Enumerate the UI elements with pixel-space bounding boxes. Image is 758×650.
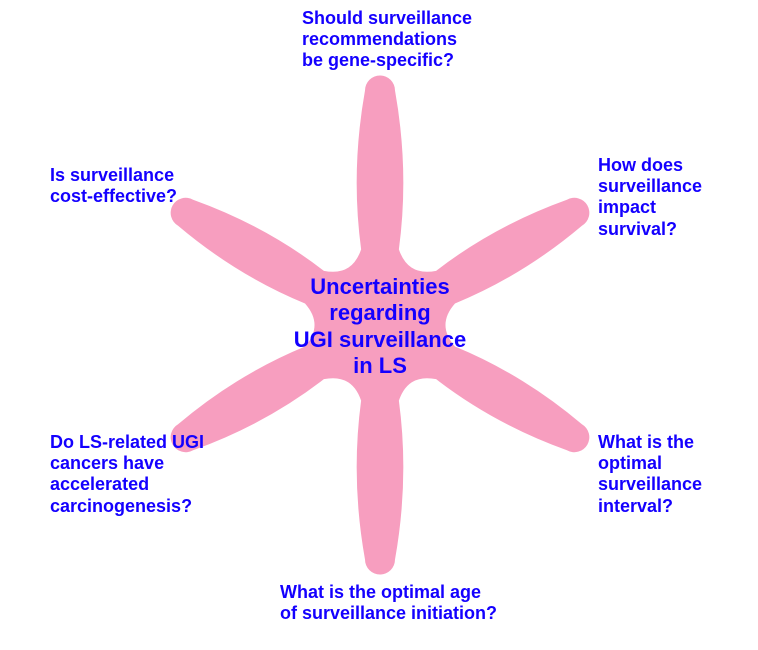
- spoke-label: Is surveillance cost-effective?: [50, 165, 230, 207]
- center-label: Uncertainties regarding UGI surveillance…: [260, 274, 500, 380]
- spoke-label: What is the optimal surveillance interva…: [598, 432, 758, 517]
- spoke-label: What is the optimal age of surveillance …: [280, 582, 580, 624]
- spoke-label: How does surveillance impact survival?: [598, 155, 758, 240]
- spoke-label: Do LS-related UGI cancers have accelerat…: [50, 432, 270, 517]
- diagram-stage: Uncertainties regarding UGI surveillance…: [0, 0, 758, 650]
- spoke-label: Should surveillance recommendations be g…: [302, 8, 542, 72]
